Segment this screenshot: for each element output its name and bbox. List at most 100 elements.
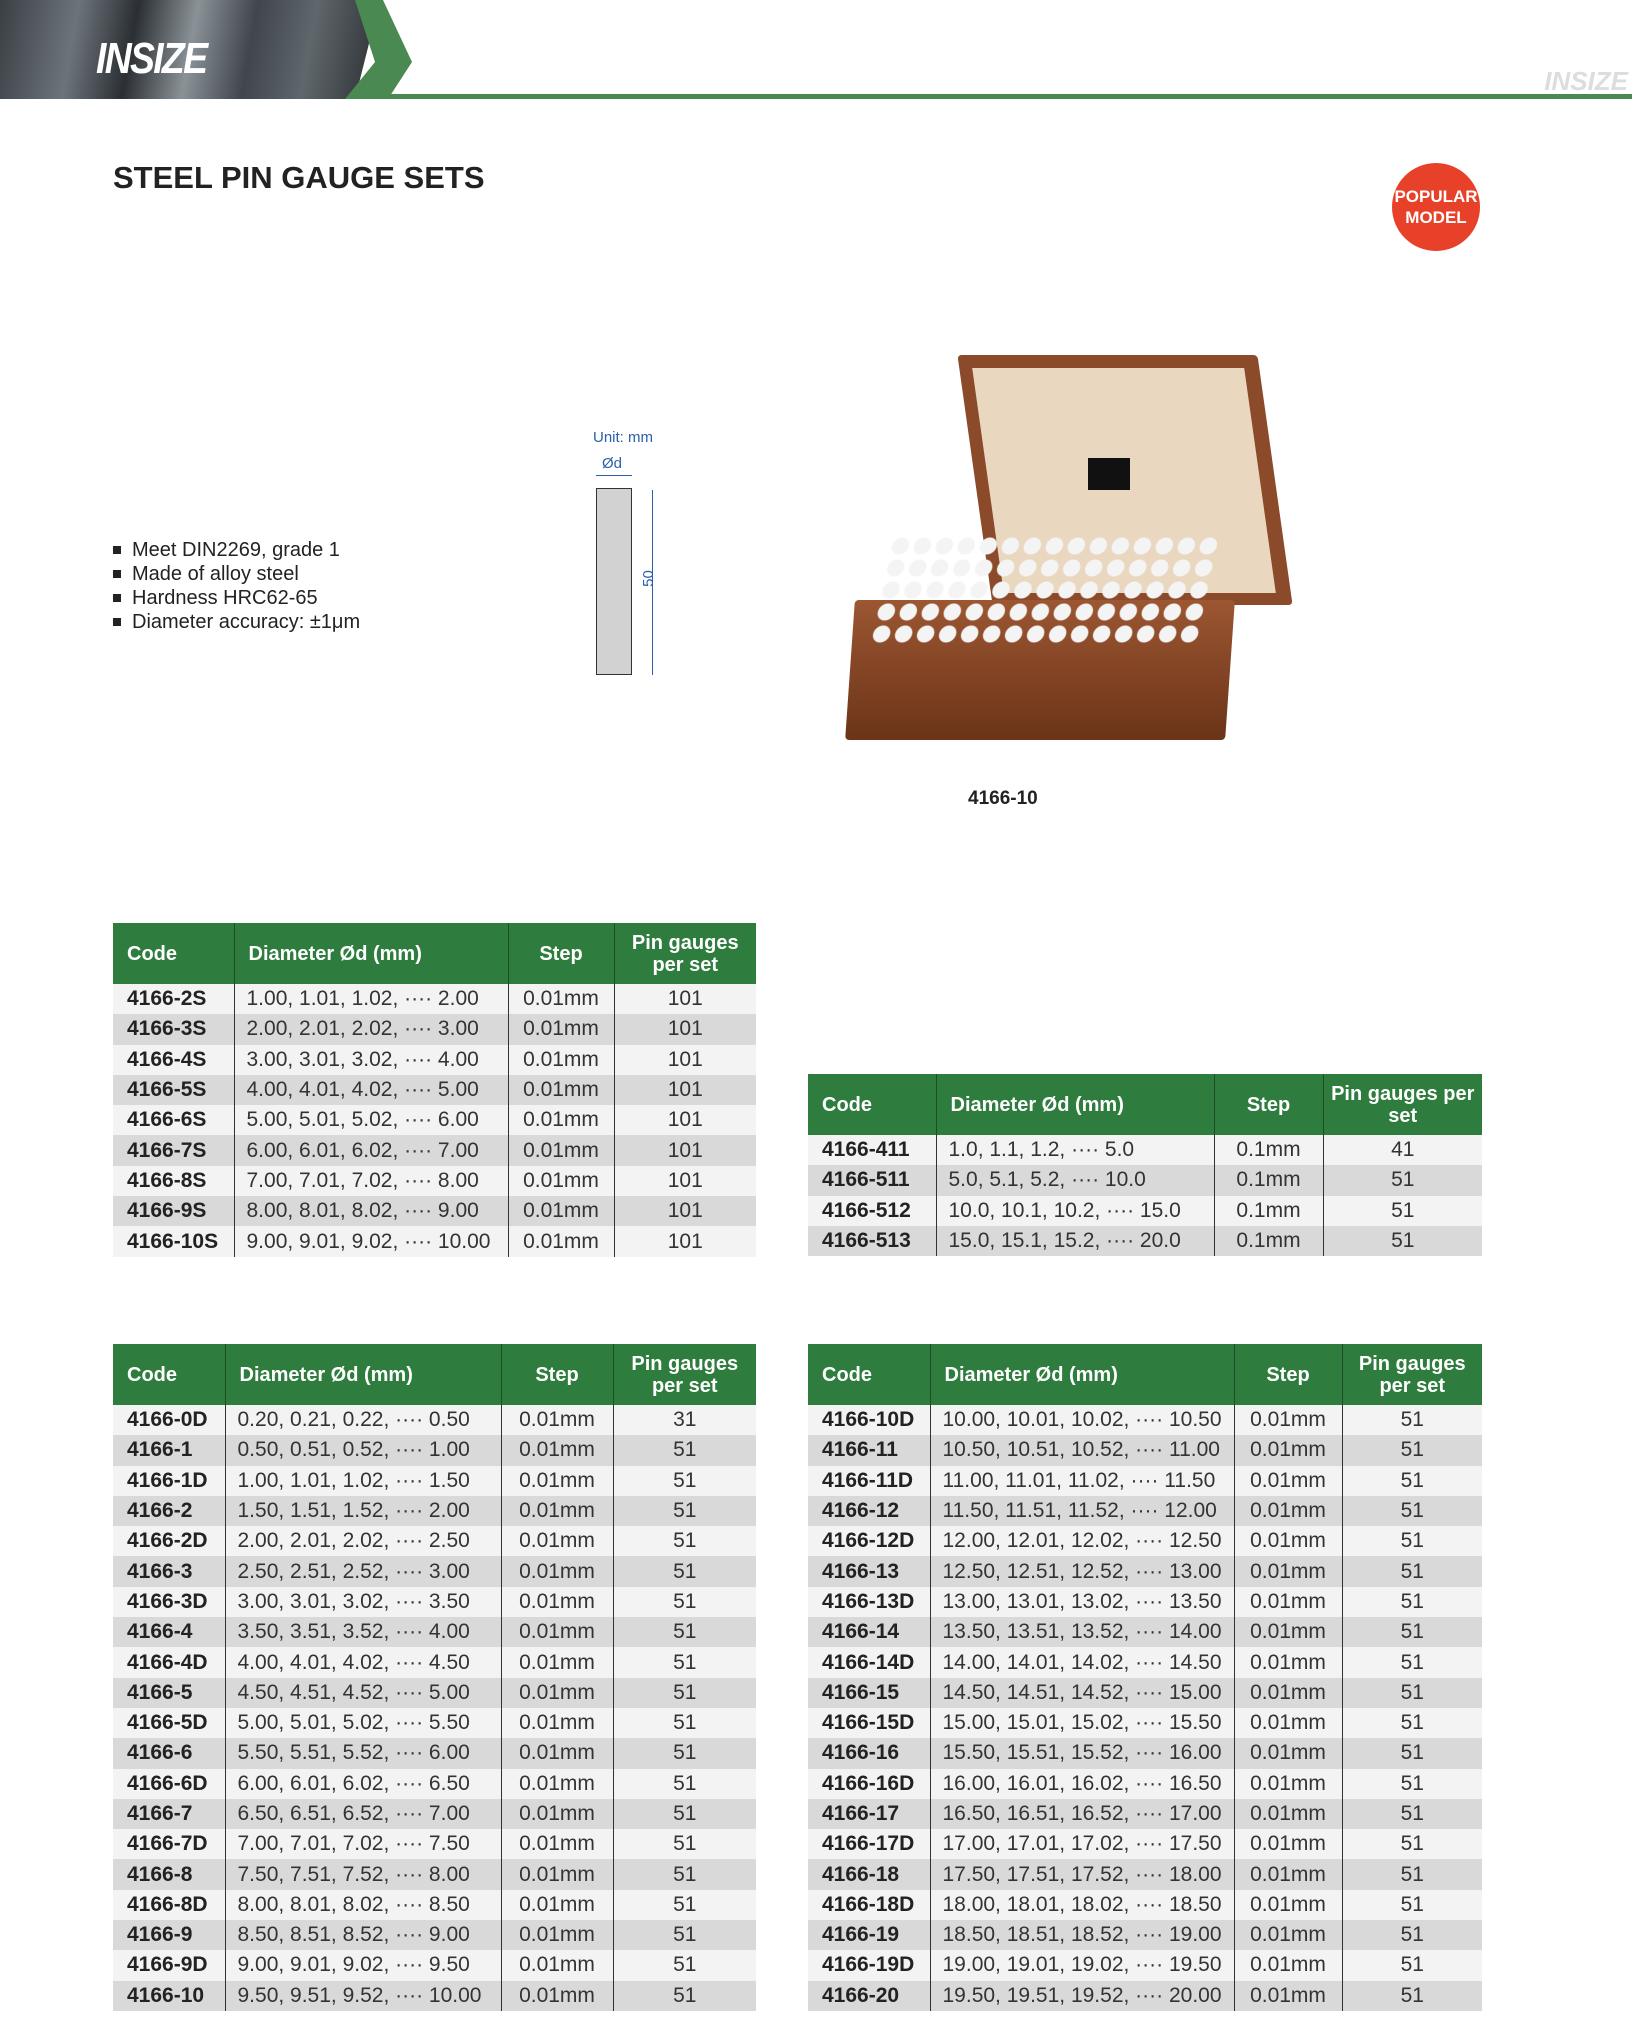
cell-step: 0.01mm: [507, 984, 614, 1015]
table-row: 4166-12D 12.00, 12.01, 12.02, ···· 12.50 0…: [808, 1526, 1482, 1557]
cell-code: 4166-9D: [113, 1950, 225, 1981]
table-row: 4166-0D 0.20, 0.21, 0.22, ···· 0.50 0.01mm…: [113, 1405, 756, 1436]
cell-code: 4166-511: [808, 1165, 936, 1196]
cell-code: 4166-19D: [808, 1950, 930, 1981]
cell-pin-count: 51: [612, 1798, 756, 1830]
cell-step: 0.1mm: [1213, 1165, 1323, 1196]
cell-diameter: 15.00, 15.01, 15.02, ···· 15.50: [929, 1707, 1234, 1739]
cell-step: 0.01mm: [500, 1526, 613, 1557]
table-row: 4166-11D 11.00, 11.01, 11.02, ···· 11.50 0…: [808, 1465, 1482, 1496]
cell-pin-count: 51: [612, 1920, 756, 1951]
cell-step: 0.01mm: [500, 1768, 613, 1799]
cell-code: 4166-10: [113, 1980, 225, 2011]
cell-code: 4166-0D: [113, 1405, 225, 1436]
cell-pin-count: 51: [1341, 1435, 1482, 1466]
cell-step: 0.01mm: [507, 1196, 614, 1227]
table-row: 4166-513 15.0, 15.1, 15.2, ···· 20.0 0.1mm…: [808, 1225, 1482, 1257]
table-row: 4166-14 13.50, 13.51, 13.52, ···· 14.00 0.…: [808, 1617, 1482, 1648]
insize-watermark: INSIZE: [1544, 66, 1628, 96]
cell-code: 4166-14: [808, 1617, 930, 1648]
cell-pin-count: 51: [1322, 1165, 1482, 1196]
cell-diameter: 17.00, 17.01, 17.02, ···· 17.50: [929, 1829, 1234, 1860]
cell-diameter: 3.50, 3.51, 3.52, ···· 4.00: [224, 1617, 501, 1648]
table-row: 4166-10D 10.00, 10.01, 10.02, ···· 10.50 0…: [808, 1405, 1482, 1436]
cell-step: 0.01mm: [1233, 1617, 1342, 1648]
column-header-step: Step: [507, 923, 614, 984]
cell-code: 4166-512: [808, 1195, 936, 1226]
table-row: 4166-3 2.50, 2.51, 2.52, ···· 3.00 0.01mm 5…: [113, 1556, 756, 1587]
cell-code: 4166-2: [113, 1495, 225, 1527]
column-header-code: Code: [808, 1074, 936, 1135]
column-header-diameter: Diameter Ød (mm): [929, 1344, 1234, 1405]
cell-diameter: 19.00, 19.01, 19.02, ···· 19.50: [929, 1950, 1234, 1981]
table-row: 4166-3D 3.00, 3.01, 3.02, ···· 3.50 0.01mm…: [113, 1586, 756, 1618]
cell-pin-count: 101: [613, 1135, 756, 1166]
cell-diameter: 8.00, 8.01, 8.02, ···· 8.50: [224, 1889, 501, 1921]
table-row: 4166-5D 5.00, 5.01, 5.02, ···· 5.50 0.01mm…: [113, 1707, 756, 1739]
diameter-label: Ød: [602, 455, 623, 472]
cell-code: 4166-8S: [113, 1165, 234, 1197]
cell-step: 0.01mm: [500, 1738, 613, 1769]
column-header-code: Code: [113, 1344, 225, 1405]
unit-label: Unit: mm: [593, 429, 653, 446]
cell-step: 0.01mm: [500, 1798, 613, 1830]
table-row: 4166-6S 5.00, 5.01, 5.02, ···· 6.00 0.01mm…: [113, 1105, 756, 1136]
cell-pin-count: 101: [613, 1105, 756, 1136]
cell-step: 0.01mm: [507, 1074, 614, 1106]
cell-pin-count: 51: [1322, 1195, 1482, 1226]
cell-step: 0.1mm: [1213, 1195, 1323, 1226]
cell-pin-count: 51: [612, 1889, 756, 1921]
column-header-pin-count: Pin gauges per set: [1322, 1074, 1482, 1135]
cell-pin-count: 51: [612, 1435, 756, 1466]
cell-step: 0.01mm: [507, 1044, 614, 1075]
cell-diameter: 6.00, 6.01, 6.02, ···· 7.00: [233, 1135, 508, 1166]
column-header-diameter: Diameter Ød (mm): [233, 923, 508, 984]
cell-pin-count: 101: [613, 1165, 756, 1197]
cell-step: 0.01mm: [500, 1495, 613, 1527]
feature-list: Meet DIN2269, grade 1 Made of alloy stee…: [113, 538, 360, 634]
table-row: 4166-6D 6.00, 6.01, 6.02, ···· 6.50 0.01mm…: [113, 1768, 756, 1799]
cell-step: 0.01mm: [1233, 1920, 1342, 1951]
column-header-pin-count: Pin gauges per set: [1341, 1344, 1482, 1405]
cell-code: 4166-7D: [113, 1829, 225, 1860]
cell-diameter: 14.00, 14.01, 14.02, ···· 14.50: [929, 1647, 1234, 1678]
cell-pin-count: 51: [1341, 1556, 1482, 1587]
cell-code: 4166-13: [808, 1556, 930, 1587]
cell-code: 4166-1: [113, 1435, 225, 1466]
table-row: 4166-2S 1.00, 1.01, 1.02, ···· 2.00 0.01mm…: [113, 984, 756, 1015]
column-header-pin-count: Pin gauges per set: [612, 1344, 756, 1405]
cell-step: 0.01mm: [1233, 1950, 1342, 1981]
cell-diameter: 5.00, 5.01, 5.02, ···· 6.00: [233, 1105, 508, 1136]
cell-pin-count: 51: [612, 1677, 756, 1708]
table-row: 4166-16D 16.00, 16.01, 16.02, ···· 16.50 0…: [808, 1768, 1482, 1799]
cell-diameter: 4.50, 4.51, 4.52, ···· 5.00: [224, 1677, 501, 1708]
page-title: STEEL PIN GAUGE SETS: [113, 160, 485, 195]
cell-step: 0.01mm: [500, 1889, 613, 1921]
cell-code: 4166-4S: [113, 1044, 234, 1075]
cell-step: 0.01mm: [1233, 1707, 1342, 1739]
table-row: 4166-1 0.50, 0.51, 0.52, ···· 1.00 0.01mm 5…: [113, 1435, 756, 1466]
header-row: Code Diameter Ød (mm) Step Pin gauges per s…: [808, 1344, 1482, 1405]
table-row: 4166-15 14.50, 14.51, 14.52, ···· 15.00 0.…: [808, 1677, 1482, 1708]
cell-code: 4166-12D: [808, 1526, 930, 1557]
cell-step: 0.01mm: [500, 1859, 613, 1890]
cell-pin-count: 51: [1341, 1526, 1482, 1557]
cell-code: 4166-18: [808, 1859, 930, 1890]
cell-diameter: 12.00, 12.01, 12.02, ···· 12.50: [929, 1526, 1234, 1557]
cell-code: 4166-5: [113, 1677, 225, 1708]
cell-diameter: 19.50, 19.51, 19.52, ···· 20.00: [929, 1980, 1234, 2011]
table-row: 4166-2 1.50, 1.51, 1.52, ···· 2.00 0.01mm 5…: [113, 1495, 756, 1527]
cell-pin-count: 101: [613, 1074, 756, 1106]
cell-step: 0.01mm: [500, 1920, 613, 1951]
cell-diameter: 15.0, 15.1, 15.2, ···· 20.0: [935, 1225, 1214, 1257]
table-row: 4166-10 9.50, 9.51, 9.52, ···· 10.00 0.01m…: [113, 1980, 756, 2011]
popular-model-badge: POPULAR MODEL: [1392, 163, 1480, 251]
cell-code: 4166-12: [808, 1495, 930, 1527]
cell-code: 4166-4D: [113, 1647, 225, 1678]
pin-gauges: [868, 535, 1222, 645]
cell-diameter: 17.50, 17.51, 17.52, ···· 18.00: [929, 1859, 1234, 1890]
spec-table-4: Code Diameter Ød (mm) Step Pin gauges per s…: [808, 1344, 1482, 2011]
cell-code: 4166-18D: [808, 1889, 930, 1921]
header-row: Code Diameter Ød (mm) Step Pin gauges per s…: [113, 923, 756, 984]
case-label: [1088, 458, 1130, 490]
